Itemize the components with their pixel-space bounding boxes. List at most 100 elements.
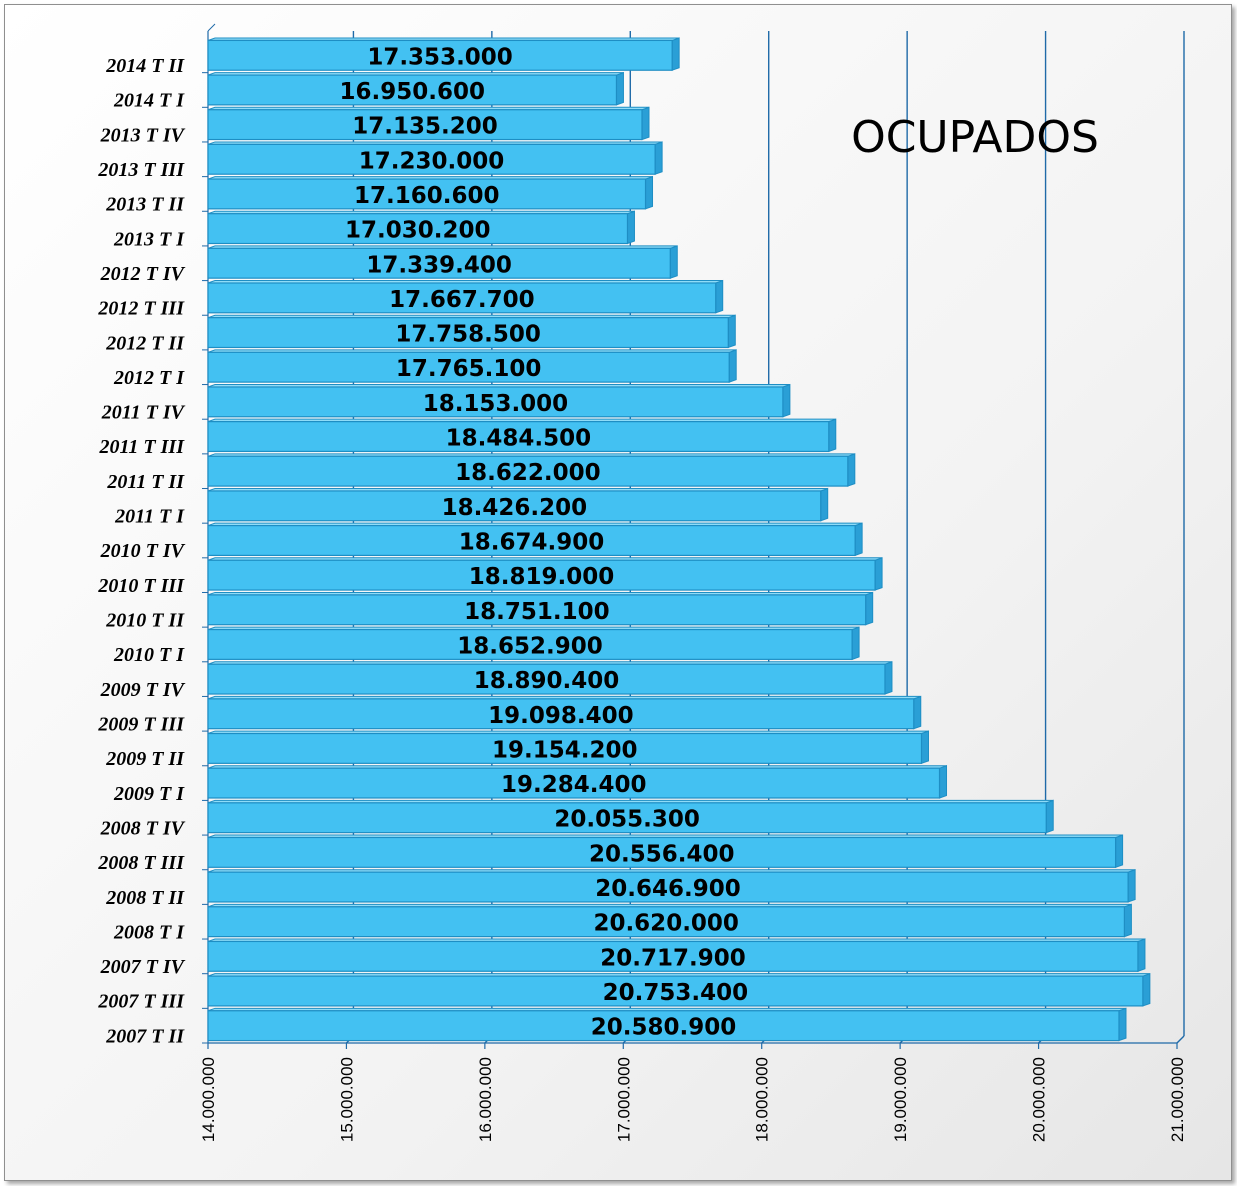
value-label: 18.622.000: [455, 460, 601, 486]
category-label: 2012 T I: [113, 367, 185, 389]
bar: [207, 386, 784, 418]
category-label: 2008 T II: [105, 887, 185, 909]
bar-side: [913, 695, 922, 730]
category-label: 2009 T IV: [100, 679, 186, 701]
bar-side: [1118, 1007, 1127, 1042]
bar: [207, 421, 830, 453]
category-label: 2012 T II: [105, 332, 185, 354]
x-tick-label: 19.000.000: [891, 1057, 910, 1142]
bar-side: [1115, 834, 1124, 869]
bar-side: [641, 106, 650, 141]
category-label: 2010 T II: [105, 610, 185, 632]
bar-side: [727, 314, 736, 349]
bar: [207, 490, 822, 522]
bar: [207, 559, 876, 591]
value-label: 17.353.000: [367, 44, 513, 70]
bar-group: [207, 175, 654, 210]
category-label: 2011 T III: [99, 436, 186, 458]
value-label: 20.556.400: [589, 841, 735, 867]
value-label: 18.153.000: [423, 391, 569, 417]
category-label: 2008 T IV: [100, 817, 186, 839]
bar-side: [1127, 868, 1136, 903]
category-label: 2011 T IV: [101, 402, 186, 424]
bar-group: [207, 799, 1054, 834]
bar-group: [207, 487, 829, 522]
bar-group: [207, 349, 737, 383]
bar-side: [1045, 799, 1054, 834]
value-label: 20.055.300: [554, 807, 700, 833]
bar: [207, 940, 1139, 972]
value-label: 18.426.200: [442, 495, 588, 521]
value-label: 19.284.400: [501, 772, 647, 798]
bar: [207, 109, 643, 141]
category-label: 2009 T II: [105, 748, 185, 770]
value-label: 18.652.900: [457, 633, 603, 659]
bar-group: [207, 903, 1132, 938]
bar: [207, 213, 629, 245]
bar-group: [207, 141, 663, 175]
axis-corner: [207, 23, 216, 32]
category-label: 2013 T III: [97, 159, 185, 181]
bar-group: [207, 626, 860, 661]
value-label: 17.758.500: [395, 322, 541, 348]
gridline-floor: [1176, 1035, 1185, 1044]
bar-side: [939, 765, 948, 799]
bar-group: [207, 314, 736, 349]
value-label: 17.339.400: [366, 252, 512, 278]
value-label: 20.717.900: [600, 945, 746, 971]
bar-side: [626, 210, 635, 245]
x-tick-label: 15.000.000: [337, 1057, 356, 1142]
bar-side: [854, 522, 863, 557]
x-tick-label: 20.000.000: [1030, 1057, 1049, 1142]
value-label: 18.484.500: [446, 426, 592, 452]
category-labels: 2014 T II 2014 T I 2013 T IV 2013 T III 2013…: [97, 55, 208, 1047]
bar-side: [645, 175, 654, 210]
chart-title: OCUPADOS: [851, 112, 1099, 163]
bar-side: [1142, 972, 1151, 1007]
bar: [207, 802, 1047, 834]
bar-group: [207, 765, 948, 799]
value-label: 17.667.700: [389, 287, 535, 313]
bar-group: [207, 972, 1151, 1007]
value-label: 20.753.400: [603, 980, 749, 1006]
category-label: 2010 T I: [113, 644, 185, 666]
value-label: 17.135.200: [352, 114, 498, 140]
bar-side: [847, 453, 856, 487]
bar-group: [207, 106, 650, 141]
bar: [207, 628, 853, 660]
bar-side: [851, 626, 860, 661]
bar: [207, 247, 671, 279]
bar-side: [715, 279, 724, 314]
category-label: 2008 T III: [97, 852, 185, 874]
bar-group: [207, 868, 1136, 903]
bar: [207, 282, 717, 314]
x-tick-label: 18.000.000: [753, 1057, 772, 1142]
category-label: 2014 T II: [105, 55, 185, 77]
bar: [207, 317, 729, 349]
category-label: 2013 T I: [113, 228, 185, 250]
bar: [207, 767, 941, 799]
category-label: 2012 T IV: [100, 263, 186, 285]
category-label: 2009 T I: [113, 783, 185, 805]
bar-group: [207, 210, 635, 245]
bar-group: [207, 453, 856, 487]
value-label: 19.098.400: [488, 703, 634, 729]
value-label: 18.674.900: [459, 530, 605, 556]
bar: [207, 178, 647, 210]
bar-side: [1123, 903, 1132, 938]
value-label: 19.154.200: [492, 737, 638, 763]
value-label: 18.751.100: [464, 599, 610, 625]
value-label: 20.620.000: [593, 911, 739, 937]
bar-side: [920, 730, 929, 765]
category-label: 2013 T IV: [100, 124, 186, 146]
bar: [207, 871, 1129, 903]
bar-side: [828, 418, 837, 453]
bar-group: [207, 695, 922, 730]
category-label: 2007 T IV: [100, 956, 186, 978]
value-label: 16.950.600: [339, 79, 485, 105]
category-label: 2010 T III: [97, 575, 185, 597]
bar-group: [207, 245, 678, 279]
bar-group: [207, 71, 624, 106]
value-label: 17.160.600: [354, 183, 500, 209]
